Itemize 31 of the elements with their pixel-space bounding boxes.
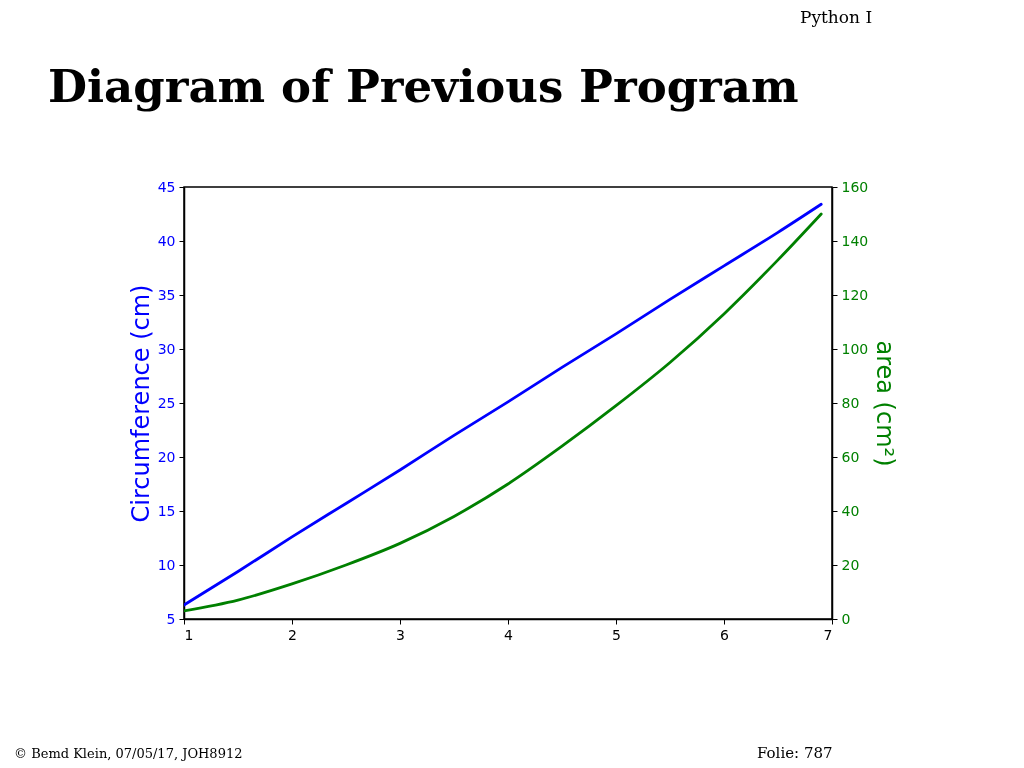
y-tick-label: 20	[157, 448, 176, 465]
y2-tick-label: 100	[841, 340, 869, 357]
y2-tick-label: 0	[841, 610, 851, 627]
y-tick-label: 40	[157, 232, 176, 249]
x-tick-label: 5	[612, 626, 621, 643]
x-tick-label: 7	[823, 626, 833, 643]
y2-tick-label: 120	[841, 286, 869, 303]
y-tick-label: 30	[157, 340, 176, 357]
y-tick-label: 35	[157, 286, 176, 303]
x-tick-label: 3	[396, 626, 405, 643]
chart-title: Diagram of Previous Program	[48, 60, 799, 113]
y2-tick-label: 20	[841, 556, 860, 573]
x-tick-label: 2	[288, 626, 297, 643]
text: © Bemd Klein, 07/05/17, JOH8912	[14, 746, 243, 761]
y2-tick-label: 140	[841, 232, 869, 249]
y-tick-label: 10	[157, 556, 176, 573]
y2-tick-label: 80	[841, 394, 860, 411]
y-tick-label: 25	[157, 394, 176, 411]
x-tick-label: 6	[720, 626, 730, 643]
x-tick-label: 4	[504, 626, 514, 643]
text: Python I	[800, 7, 873, 27]
text: Folie: 787	[757, 744, 833, 762]
y-tick-label: 5	[166, 610, 176, 627]
y2-tick-label: 40	[841, 502, 860, 519]
y2-axis-title: area (cm²)	[871, 340, 900, 467]
y2-tick-label: 160	[841, 178, 869, 195]
y2-tick-label: 60	[841, 448, 860, 465]
y-tick-label: 45	[157, 178, 176, 195]
y-tick-label: 15	[157, 502, 176, 519]
x-tick-label: 1	[184, 626, 194, 643]
y-axis-title: Circumference (cm)	[126, 284, 155, 523]
